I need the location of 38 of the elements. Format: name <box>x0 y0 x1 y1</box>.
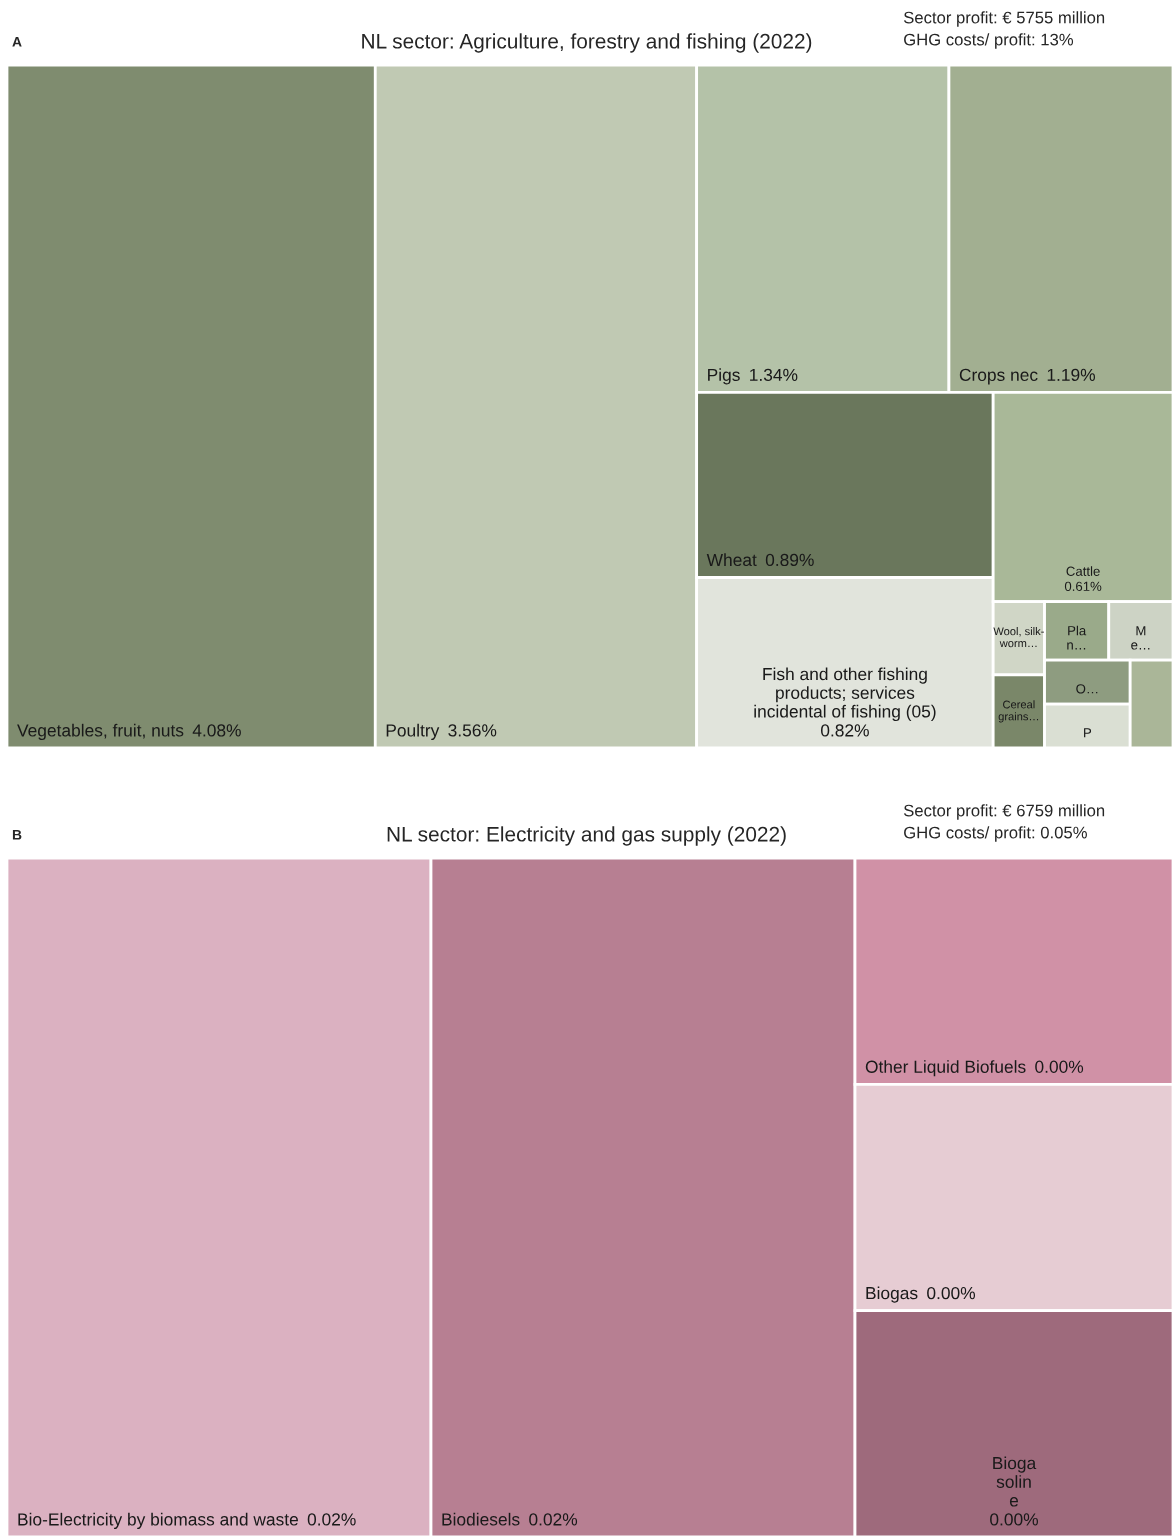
data-label: 0.89% <box>765 553 814 567</box>
category-label: Cattle <box>1066 566 1100 576</box>
text: NL sector: Agriculture, forestry and fishing (2022) <box>362 33 812 53</box>
category-label: Cereal grains… <box>998 700 1039 723</box>
category-label: Crops nec <box>959 368 1038 385</box>
category-label: Pla n… <box>1067 625 1087 650</box>
data-label: 0.00% <box>990 1513 1038 1526</box>
category-label: Fish and other fishing products; services incidental of fishing (05) <box>754 667 936 722</box>
category-label: Poultry <box>386 723 440 740</box>
category-label: P <box>1084 728 1092 738</box>
data-label: 0.02% <box>529 1513 578 1526</box>
data-label: 1.34% <box>750 368 798 382</box>
text: B <box>12 830 22 840</box>
data-label: 0.82% <box>820 724 869 737</box>
category-label: Biogas <box>866 1286 918 1303</box>
data-label: 0.02% <box>307 1513 356 1526</box>
text: NL sector: Electricity and gas supply (2022) <box>387 826 786 846</box>
text: Sector profit: € 6759 million <box>903 804 1105 820</box>
category-label: O… <box>1076 684 1098 694</box>
data-label: 0.61% <box>1064 581 1102 591</box>
data-label: 4.08% <box>192 724 241 737</box>
category-label: Bio-Electricity by biomass and waste <box>18 1512 298 1529</box>
category-label: Wheat <box>706 553 757 567</box>
category-label: Pigs <box>708 368 740 385</box>
category-label: Bioga solin e <box>993 1456 1037 1507</box>
text: GHG costs/ profit: 13% <box>904 33 1074 49</box>
category-label: Wool, silk- worm… <box>993 627 1044 648</box>
category-label: M e… <box>1131 626 1150 650</box>
data-label: 0.00% <box>1035 1060 1084 1073</box>
text: Sector profit: € 5755 million <box>903 11 1105 27</box>
data-label: 3.56% <box>448 724 497 737</box>
category-label: Biodiesels <box>442 1512 520 1526</box>
data-label: 0.00% <box>927 1286 976 1300</box>
category-label: Vegetables, fruit, nuts <box>17 723 184 740</box>
text: GHG costs/ profit: 0.05% <box>904 826 1087 842</box>
data-label: 1.19% <box>1047 368 1096 382</box>
text: A <box>12 37 22 47</box>
category-label: Other Liquid Biofuels <box>865 1060 1026 1077</box>
